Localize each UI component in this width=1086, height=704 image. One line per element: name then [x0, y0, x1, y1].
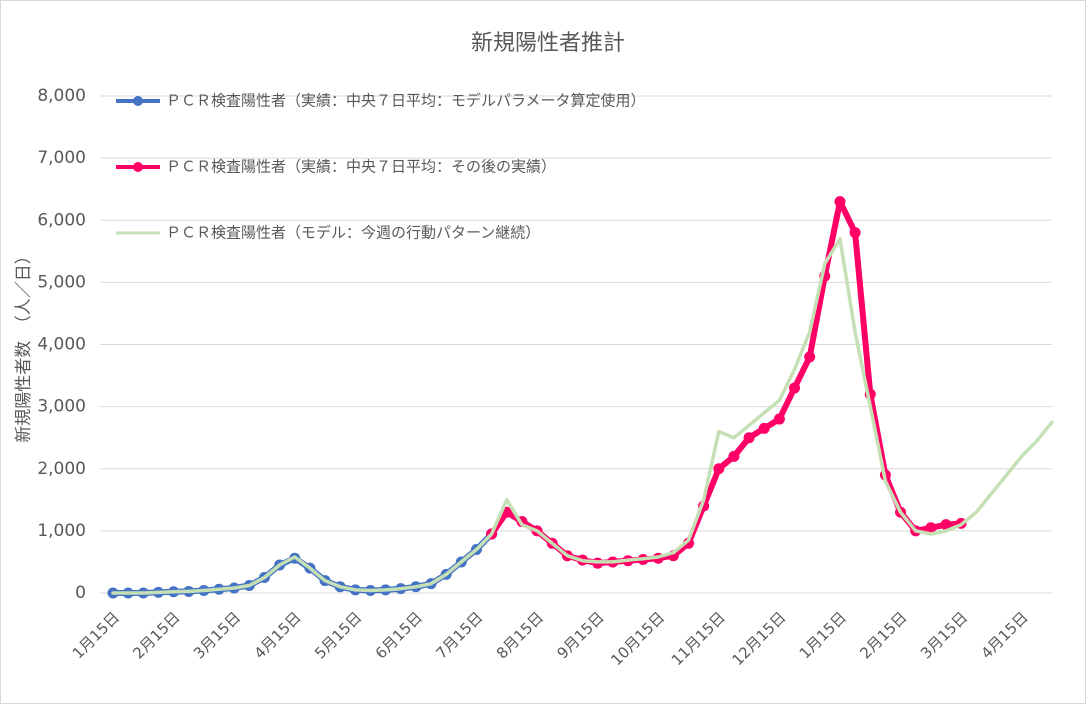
y-tick-label: 7,000 [37, 148, 86, 168]
y-tick-label: 2,000 [37, 459, 86, 479]
y-axis-label: 新規陽性者数 （人／日） [14, 247, 34, 443]
legend-label: ＰＣＲ検査陽性者（実績：中央７日平均：その後の実績） [166, 158, 556, 176]
data-point [789, 382, 801, 394]
data-point [925, 522, 937, 534]
y-tick-label: 8,000 [37, 86, 86, 106]
y-tick-label: 1,000 [37, 521, 86, 541]
data-point [849, 227, 861, 239]
legend-marker [133, 96, 143, 106]
data-point [940, 519, 952, 531]
y-tick-label: 5,000 [37, 272, 86, 292]
legend-label: ＰＣＲ検査陽性者（モデル：今週の行動パターン継続） [166, 224, 540, 242]
data-point [743, 432, 755, 444]
legend-marker [133, 162, 143, 172]
series [111, 237, 1054, 595]
y-tick-label: 4,000 [37, 335, 86, 355]
data-point [758, 422, 770, 434]
legend-label: ＰＣＲ検査陽性者（実績：中央７日平均：モデルパラメータ算定使用） [166, 92, 646, 110]
y-tick-label: 6,000 [37, 210, 86, 230]
data-point [773, 413, 785, 425]
chart-title: 新規陽性者推計 [471, 31, 625, 56]
y-tick-label: 3,000 [37, 397, 86, 417]
data-point [804, 351, 816, 363]
data-point [834, 196, 846, 208]
y-tick-label: 0 [75, 583, 86, 603]
data-point [728, 450, 740, 462]
data-point [713, 463, 725, 475]
series-line [111, 237, 1054, 595]
